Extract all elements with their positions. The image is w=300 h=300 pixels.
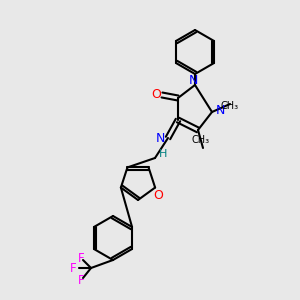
Text: H: H <box>159 149 167 159</box>
Text: CH₃: CH₃ <box>192 135 210 145</box>
Text: N: N <box>188 74 198 86</box>
Text: F: F <box>78 251 84 265</box>
Text: O: O <box>151 88 161 101</box>
Text: CH₃: CH₃ <box>221 101 239 111</box>
Text: N: N <box>155 131 165 145</box>
Text: N: N <box>215 103 225 116</box>
Text: F: F <box>78 274 84 286</box>
Text: F: F <box>70 262 76 275</box>
Text: O: O <box>153 189 163 202</box>
